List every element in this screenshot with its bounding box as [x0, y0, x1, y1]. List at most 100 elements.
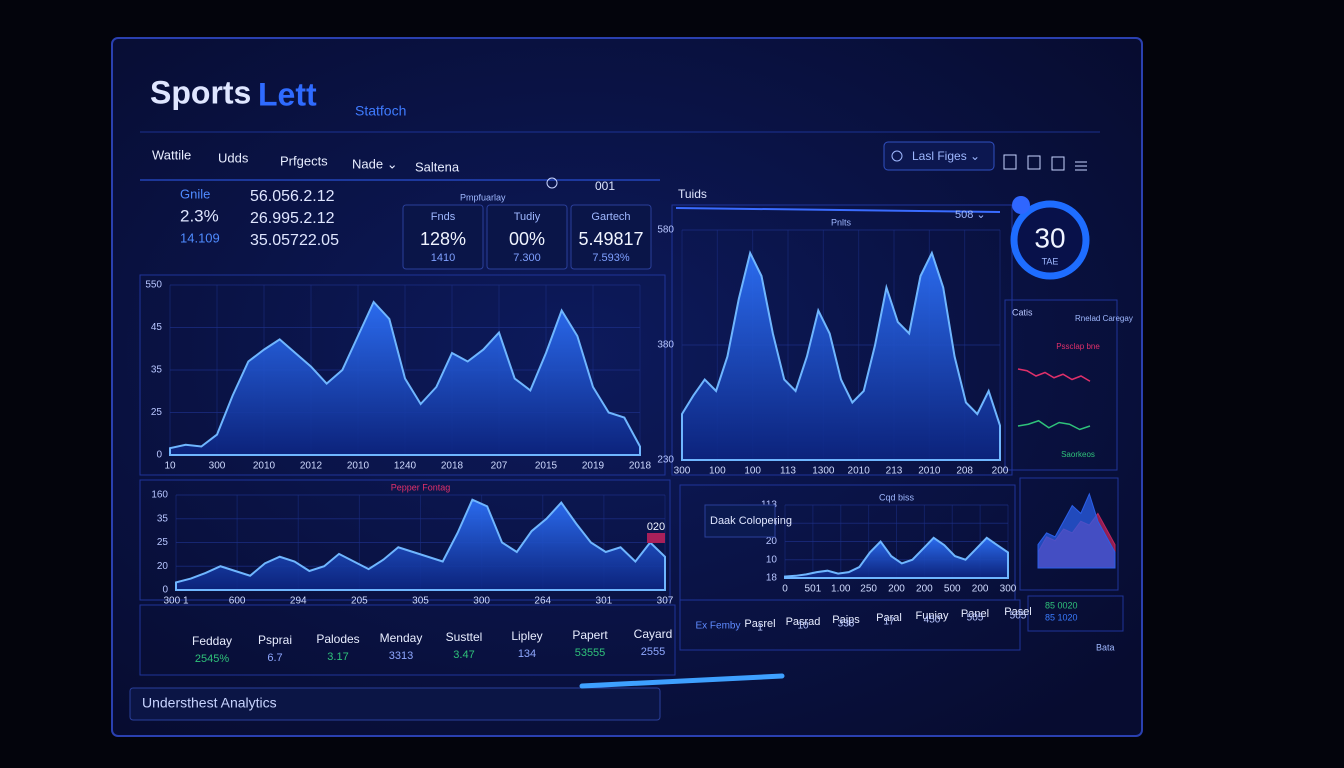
stat-value: 35.05722.05	[250, 232, 339, 249]
panel	[139, 604, 676, 676]
x-tick-label: 200	[888, 584, 905, 595]
table-header: Psprai	[258, 633, 292, 647]
x-tick-label: 501	[805, 584, 822, 595]
menu-icon[interactable]	[1075, 161, 1087, 171]
badge-text: 020	[647, 521, 665, 533]
kpi-card	[402, 204, 484, 270]
x-tick-label: 600	[229, 596, 246, 607]
stat-label: Gnile	[180, 186, 210, 201]
mini-line	[1017, 368, 1091, 382]
subtitle: Statfoch	[355, 103, 406, 119]
x-tick-label: 300	[1000, 584, 1017, 595]
area-series	[681, 250, 1001, 461]
dropdown[interactable]: 508 ⌄	[955, 209, 986, 221]
brand: Lett	[258, 76, 317, 112]
y-tick-label: 380	[657, 340, 674, 351]
table-value: 2545%	[195, 653, 229, 665]
kpi-title: Fnds	[431, 211, 456, 223]
nav-item[interactable]: Nade ⌄	[352, 156, 398, 171]
x-tick-label: 305	[412, 596, 429, 607]
table-header: Papert	[572, 628, 608, 642]
chart-title: Pnlts	[831, 217, 852, 227]
x-tick-label: 1.00	[831, 584, 851, 595]
nav-item[interactable]: Saltena	[415, 159, 460, 174]
y-tick-label: 160	[151, 490, 168, 501]
area-series	[169, 300, 641, 456]
table-header: Paral	[876, 612, 902, 624]
nav-item[interactable]: Udds	[218, 150, 249, 165]
x-tick-label: 200	[972, 584, 989, 595]
x-tick-label: 2015	[535, 461, 558, 472]
time-select[interactable]: 001	[595, 179, 615, 193]
panel	[1027, 595, 1124, 632]
icon-button[interactable]	[1027, 155, 1041, 170]
x-tick-label: 208	[956, 466, 973, 477]
chart-title: Pepper Fontag	[391, 482, 451, 492]
nav-item[interactable]: Wattile	[152, 147, 191, 162]
kpi-sub: 7.593%	[592, 252, 630, 264]
x-tick-label: 301	[596, 596, 613, 607]
y-tick-label: 550	[145, 280, 162, 291]
kpi-card	[570, 204, 652, 270]
y-tick-label: 0	[156, 450, 162, 461]
panel	[1019, 477, 1119, 591]
kpi-value: 5.49817	[578, 229, 643, 249]
table-value: 1	[757, 623, 763, 634]
badge	[647, 533, 665, 543]
mini-area	[1037, 492, 1116, 569]
side-label: Rnelad Caregay	[1075, 314, 1133, 323]
x-tick-label: 2010	[347, 461, 370, 472]
x-tick-label: 264	[534, 596, 551, 607]
stat-value: 56.056.2.12	[250, 188, 335, 205]
kpi-value: 00%	[509, 229, 545, 249]
nav-item[interactable]: Prfgects	[280, 153, 328, 168]
footer-bar	[129, 687, 661, 721]
gauge-ring	[1010, 200, 1090, 280]
x-tick-label: 2010	[918, 466, 941, 477]
icon-button[interactable]	[1051, 156, 1065, 171]
x-tick-label: 300	[473, 596, 490, 607]
y-tick-label: 25	[157, 537, 169, 548]
y-tick-label: 20	[766, 536, 778, 547]
divider	[675, 207, 1001, 213]
x-tick-label: 205	[351, 596, 368, 607]
y-tick-label: 580	[657, 225, 674, 236]
chart-title: Cqd biss	[879, 492, 915, 502]
x-tick-label: 294	[290, 596, 307, 607]
table-header: Paips	[832, 614, 860, 626]
tooltip-text: Daak Colopering	[710, 515, 792, 527]
table-header: Pasrel	[744, 618, 775, 630]
table-value: 336	[838, 619, 855, 630]
x-tick-label: 10	[164, 461, 176, 472]
table-value: 53555	[575, 647, 606, 659]
kpi-card	[486, 204, 568, 270]
x-tick-label: 2019	[582, 461, 605, 472]
cards-label: Pmpfuarlay	[460, 192, 506, 202]
mini-legend: Pssclap bne	[1056, 342, 1100, 351]
x-tick-label: 2012	[300, 461, 323, 472]
x-tick-label: 2018	[629, 461, 652, 472]
table-header: Susttel	[446, 630, 483, 644]
search-text: Lasl Figes ⌄	[912, 149, 980, 163]
mini-note: 85 1020	[1045, 612, 1078, 622]
x-tick-label: 113	[780, 466, 796, 477]
x-tick-label: 300 1	[163, 596, 188, 607]
progress-bar	[579, 673, 785, 689]
x-tick-label: 207	[491, 461, 508, 472]
x-tick-label: 0	[782, 584, 788, 595]
gauge-value: 30	[1034, 222, 1065, 253]
tooltip	[704, 504, 776, 538]
table-header: Cayard	[634, 627, 673, 641]
x-tick-label: 1240	[394, 461, 417, 472]
area-series	[175, 498, 666, 591]
kpi-title: Gartech	[591, 211, 630, 223]
table-header: Pasrad	[786, 616, 821, 628]
panel	[1004, 299, 1118, 471]
mini-legend: Saorkeos	[1061, 450, 1095, 459]
search-box[interactable]	[883, 141, 995, 171]
clock-icon	[546, 177, 558, 189]
search-icon	[891, 150, 903, 162]
y-tick-label: 0	[162, 585, 168, 596]
icon-button[interactable]	[1003, 154, 1017, 170]
